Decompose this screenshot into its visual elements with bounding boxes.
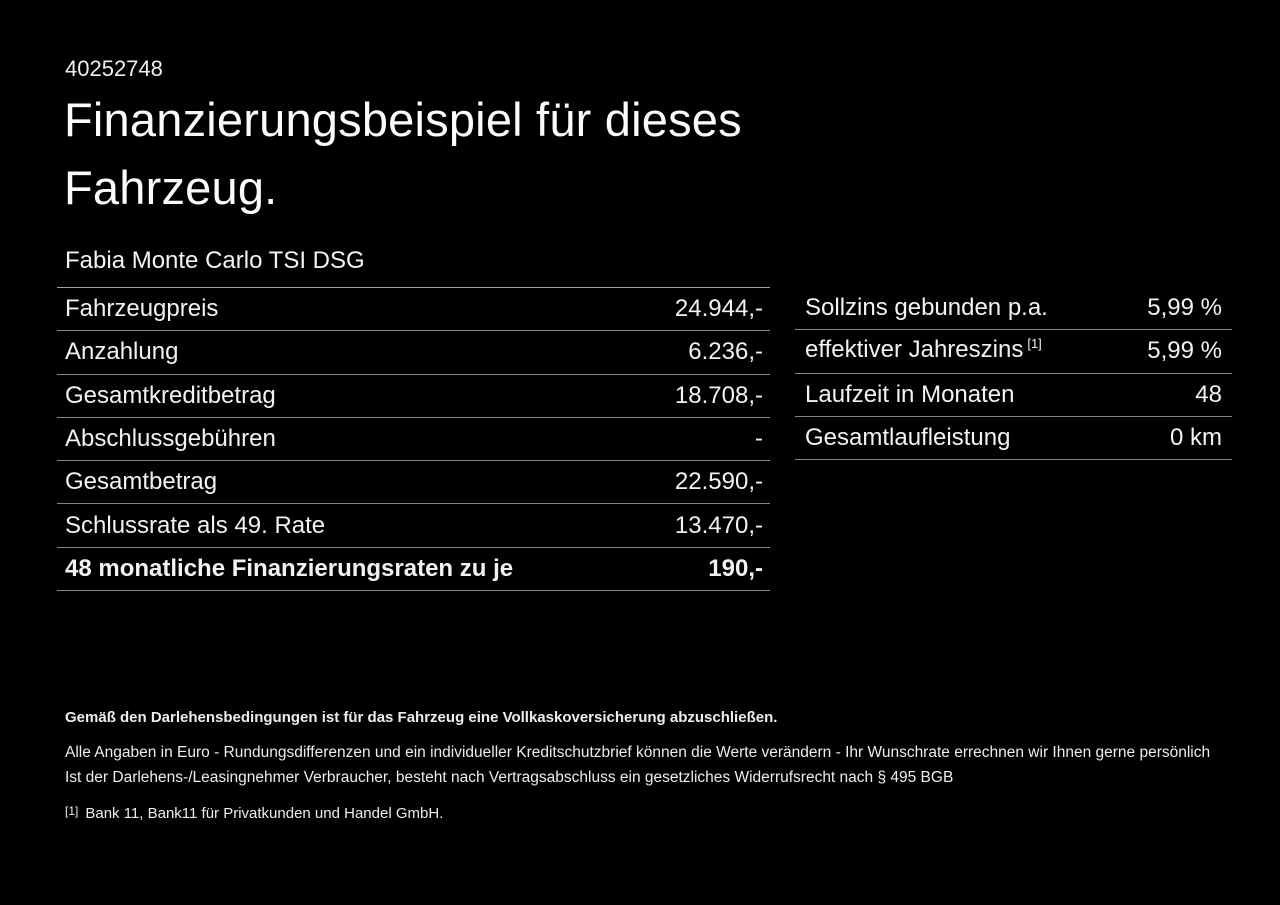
page-title: Finanzierungsbeispiel für dieses Fahrzeug…: [64, 86, 742, 222]
row-label: Laufzeit in Monaten: [805, 380, 1015, 408]
finance-table: Fahrzeugpreis 24.944,- Anzahlung 6.236,-…: [57, 287, 770, 592]
withdrawal-note: Ist der Darlehens-/Leasingnehmer Verbrau…: [65, 769, 954, 786]
page-title-line1: Finanzierungsbeispiel für dieses: [64, 93, 742, 146]
row-label: Fahrzeugpreis: [65, 295, 219, 323]
offer-id: 40252748: [65, 56, 163, 81]
footnote-text: Bank 11, Bank11 für Privatkunden und Han…: [85, 805, 444, 822]
row-label: Gesamtbetrag: [65, 468, 218, 496]
vehicle-name: Fabia Monte Carlo TSI DSG: [65, 247, 365, 274]
bank-footnote: [1] Bank 11, Bank11 für Privatkunden und …: [65, 804, 1245, 824]
row-value: 190,-: [708, 554, 763, 582]
table-row: Gesamtbetrag 22.590,-: [57, 461, 770, 505]
row-value: 6.236,-: [688, 338, 763, 366]
row-value: 18.708,-: [674, 381, 763, 409]
conditions-table: Sollzins gebunden p.a. 5,99 % effektiver…: [795, 287, 1232, 461]
row-value: 0 km: [1169, 424, 1222, 452]
row-label: Gesamtlaufleistung: [805, 424, 1011, 452]
table-row-monthly-rate: 48 monatliche Finanzierungsraten zu je 1…: [57, 548, 770, 592]
row-label: Abschlussgebühren: [65, 425, 276, 453]
row-label: Gesamtkreditbetrag: [65, 381, 276, 409]
footnote-marker: [1]: [65, 804, 79, 818]
row-value: 24.944,-: [674, 295, 763, 323]
row-label: Anzahlung: [65, 338, 179, 366]
insurance-note: Gemäß den Darlehensbedingungen ist für d…: [65, 709, 778, 726]
page-title-line2: Fahrzeug.: [64, 161, 278, 214]
row-value: -: [755, 425, 763, 453]
table-row: Anzahlung 6.236,-: [57, 331, 770, 375]
rounding-note: Alle Angaben in Euro - Rundungsdifferenz…: [65, 744, 1211, 761]
table-row: effektiver Jahreszins [1] 5,99 %: [795, 329, 1232, 374]
table-row: Schlussrate als 49. Rate 13.470,-: [57, 504, 770, 548]
table-row: Gesamtlaufleistung 0 km: [795, 417, 1232, 461]
row-value: 13.470,-: [674, 511, 763, 539]
table-row: Abschlussgebühren -: [57, 418, 770, 462]
row-value: 22.590,-: [674, 468, 763, 496]
row-label: Sollzins gebunden p.a.: [805, 294, 1048, 322]
row-label: 48 monatliche Finanzierungsraten zu je: [65, 554, 514, 582]
row-value: 48: [1195, 380, 1222, 408]
table-row: Fahrzeugpreis 24.944,-: [57, 288, 770, 332]
table-row: Sollzins gebunden p.a. 5,99 %: [795, 287, 1232, 331]
row-label: Schlussrate als 49. Rate: [65, 511, 326, 539]
table-row: Laufzeit in Monaten 48: [795, 374, 1232, 417]
row-value: 5,99 %: [1147, 294, 1222, 322]
legal-footer: Gemäß den Darlehensbedingungen ist für d…: [65, 708, 1245, 824]
footnote-reference: [1]: [1027, 335, 1042, 351]
row-label: effektiver Jahreszins [1]: [805, 329, 1042, 374]
table-row: Gesamtkreditbetrag 18.708,-: [57, 375, 770, 418]
row-value: 5,99 %: [1147, 337, 1222, 365]
row-label-text: effektiver Jahreszins: [805, 335, 1024, 363]
